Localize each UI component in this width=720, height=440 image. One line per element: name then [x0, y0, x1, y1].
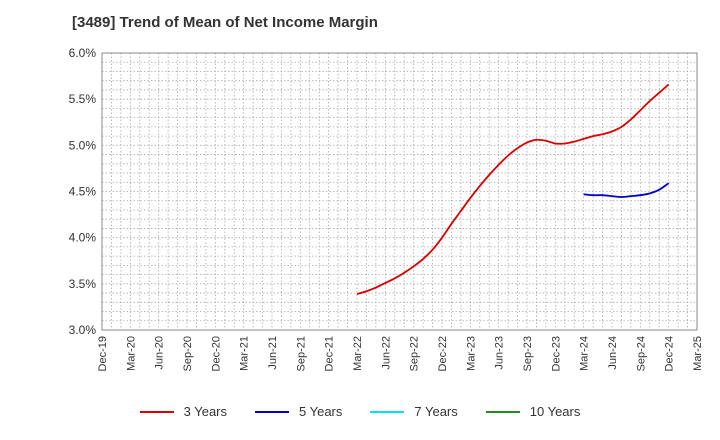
x-tick-label: Jun-21: [267, 336, 279, 370]
x-tick-label: Jun-24: [607, 336, 619, 370]
x-tick-label: Mar-23: [465, 336, 477, 371]
y-tick-label: 3.5%: [69, 277, 97, 291]
x-tick-label: Mar-21: [239, 336, 251, 371]
chart-title: [3489] Trend of Mean of Net Income Margi…: [72, 14, 378, 31]
x-tick-label: Dec-21: [324, 336, 336, 371]
x-tick-label: Sep-22: [409, 336, 421, 371]
x-tick-label: Jun-20: [154, 336, 166, 370]
y-tick-label: 4.5%: [69, 185, 97, 199]
axis-layer: 3.0% 3.5% 4.0% 4.5% 5.0% 5.5% 6.0% Dec-19 Mar-20…: [69, 46, 704, 371]
grid-layer: [101, 52, 698, 331]
x-tick-label: Mar-24: [579, 336, 591, 371]
legend-label: 10 Years: [529, 404, 581, 419]
x-tick-label: Dec-24: [664, 336, 676, 371]
legend-label: 3 Years: [183, 404, 227, 419]
legend-label: 7 Years: [414, 404, 458, 419]
y-tick-label: 6.0%: [69, 46, 97, 60]
x-tick-label: Jun-22: [380, 336, 392, 370]
x-tick-label: Mar-20: [125, 336, 137, 371]
legend-item-10-years: 10 Years: [485, 404, 581, 419]
legend: 3 Years 5 Years 7 Years 10 Years: [0, 404, 720, 419]
legend-item-5-years: 5 Years: [255, 404, 342, 419]
y-tick-label: 3.0%: [69, 323, 97, 337]
legend-swatch: [255, 410, 289, 413]
legend-swatch: [139, 410, 174, 413]
x-tick-label: Sep-20: [182, 336, 194, 371]
legend-swatch: [485, 410, 520, 413]
x-tick-label: Dec-22: [437, 336, 449, 371]
series-line-3-years: [356, 83, 670, 295]
x-tick-label: Mar-22: [352, 336, 364, 371]
x-tick-label: Jun-23: [494, 336, 506, 370]
y-tick-label: 5.5%: [69, 92, 97, 106]
series-layer: [356, 83, 670, 295]
x-tick-label: Sep-21: [295, 336, 307, 371]
x-tick-label: Dec-20: [210, 336, 222, 371]
y-tick-label: 5.0%: [69, 138, 97, 152]
y-tick-label: 4.0%: [69, 231, 97, 245]
x-tick-label: Sep-23: [522, 336, 534, 371]
legend-swatch: [370, 410, 405, 413]
x-tick-label: Dec-23: [550, 336, 562, 371]
plot-border: [101, 52, 698, 331]
legend-item-7-years: 7 Years: [370, 404, 458, 419]
x-tick-label: Sep-24: [635, 336, 647, 371]
series-line-5-years: [583, 182, 670, 198]
legend-label: 5 Years: [299, 404, 343, 419]
legend-item-3-years: 3 Years: [139, 404, 227, 419]
x-tick-label: Mar-25: [692, 336, 704, 371]
x-tick-label: Dec-19: [97, 336, 109, 371]
